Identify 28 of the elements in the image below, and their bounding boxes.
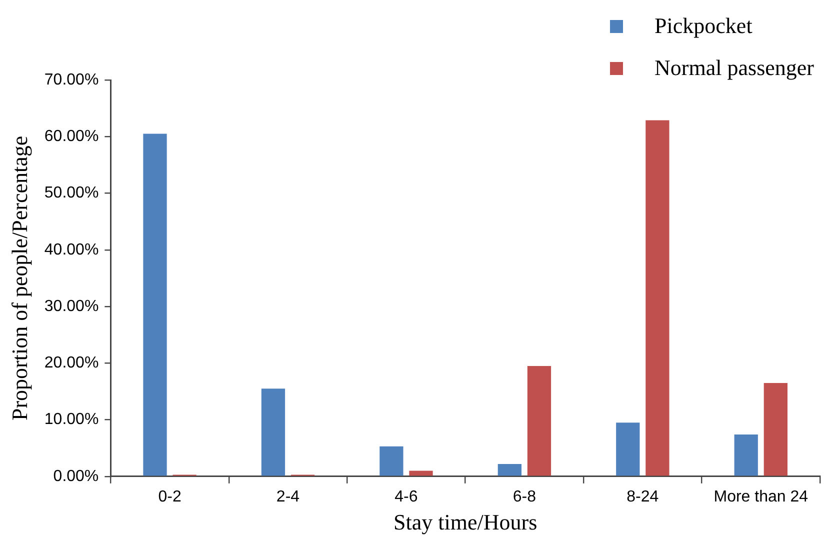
y-tick-label: 60.00% xyxy=(44,128,99,146)
bar xyxy=(734,434,758,476)
bar xyxy=(409,470,433,476)
bar xyxy=(498,464,522,476)
bar xyxy=(616,422,640,476)
y-tick-label: 10.00% xyxy=(44,411,99,428)
x-tick-label: 6-8 xyxy=(512,488,536,506)
legend-label: Normal passenger xyxy=(654,55,814,81)
y-tick-label: 20.00% xyxy=(44,354,99,372)
x-tick-label: 2-4 xyxy=(276,488,300,506)
bar xyxy=(646,120,670,476)
bar xyxy=(527,366,552,476)
x-tick-label: More than 24 xyxy=(714,488,808,506)
y-tick-label: 70.00% xyxy=(44,71,99,88)
y-tick-label: 0.00% xyxy=(53,468,99,485)
y-axis-title: Proportion of people/Percentage xyxy=(6,136,32,421)
bar xyxy=(764,382,788,476)
legend-label: Pickpocket xyxy=(654,13,752,39)
bar xyxy=(261,388,286,476)
y-tick-label: 40.00% xyxy=(44,241,99,258)
x-tick-label: 4-6 xyxy=(394,488,418,506)
y-tick-label: 30.00% xyxy=(44,298,99,315)
bar xyxy=(143,134,167,476)
bar xyxy=(380,446,404,476)
x-tick-label: 8-24 xyxy=(626,488,659,506)
x-axis-title: Stay time/Hours xyxy=(394,510,538,535)
y-tick-label: 50.00% xyxy=(44,184,99,202)
x-tick-label: 0-2 xyxy=(158,488,182,506)
